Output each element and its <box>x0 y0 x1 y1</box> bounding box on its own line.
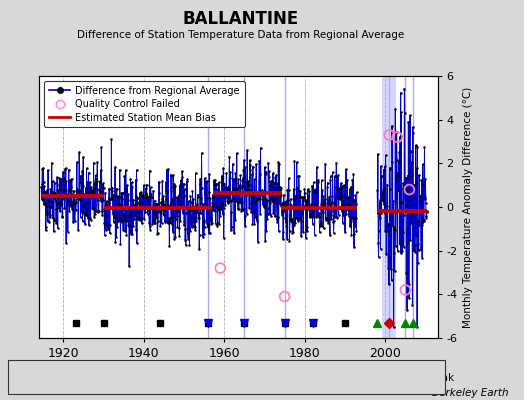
Point <box>393 134 401 140</box>
Text: Empirical Break: Empirical Break <box>372 373 454 383</box>
Legend: Difference from Regional Average, Quality Control Failed, Estimated Station Mean: Difference from Regional Average, Qualit… <box>44 81 245 127</box>
Text: BALLANTINE: BALLANTINE <box>183 10 299 28</box>
Point <box>280 293 289 300</box>
Point <box>385 132 394 138</box>
Text: Station Move: Station Move <box>34 373 102 383</box>
Text: Time of Obs. Change: Time of Obs. Change <box>244 373 353 383</box>
Text: Berkeley Earth: Berkeley Earth <box>432 388 508 398</box>
Point <box>401 287 410 293</box>
Y-axis label: Monthly Temperature Anomaly Difference (°C): Monthly Temperature Anomaly Difference (… <box>463 86 473 328</box>
Point <box>216 265 224 271</box>
Text: Difference of Station Temperature Data from Regional Average: Difference of Station Temperature Data f… <box>78 30 405 40</box>
Text: Record Gap: Record Gap <box>141 373 202 383</box>
Point <box>405 186 413 193</box>
